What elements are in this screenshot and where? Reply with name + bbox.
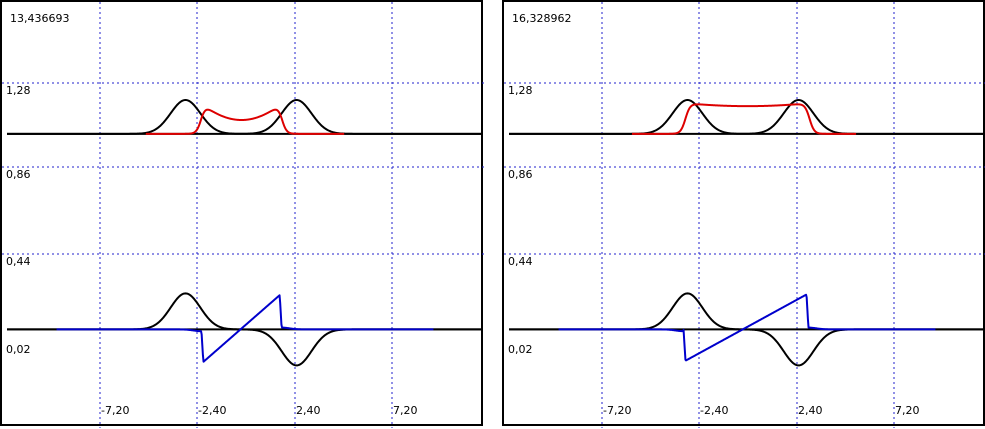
- chart-plot-left: 1,28 0,86 0,44 0,02 -7,20 -2,40 2,40 7,20: [2, 2, 485, 428]
- series-line-black-peaks: [6, 99, 484, 135]
- y-tick-label: 0,02: [508, 343, 533, 356]
- chart-panel-left: 13,436693 1,28 0,86 0,44 0,02 -7,20 -2,40 2,40…: [0, 0, 485, 428]
- series-line-blue-sawtooth: [558, 293, 936, 362]
- x-tick-label: -2,40: [198, 404, 226, 417]
- x-tick-label: 2,40: [296, 404, 321, 417]
- y-tick-label: 0,86: [6, 168, 31, 181]
- chart-panel-right: 16,328962 1,28 0,86 0,44 0,02 -7,20 -2,40 2,40…: [502, 0, 985, 428]
- chart-plot-right: 1,28 0,86 0,44 0,02 -7,20 -2,40 2,40 7,20: [504, 2, 985, 428]
- value-readout: 13,436693: [10, 12, 70, 25]
- value-readout: 16,328962: [512, 12, 572, 25]
- x-tick-label: -7,20: [101, 404, 129, 417]
- y-tick-label: 0,44: [6, 255, 31, 268]
- y-tick-label: 0,44: [508, 255, 533, 268]
- series-line-red-well: [145, 108, 345, 135]
- series-line-red-well: [631, 103, 857, 135]
- x-tick-label: -2,40: [700, 404, 728, 417]
- y-tick-label: 0,02: [6, 343, 31, 356]
- x-tick-label: 7,20: [895, 404, 920, 417]
- x-tick-label: -7,20: [603, 404, 631, 417]
- x-tick-label: 2,40: [798, 404, 823, 417]
- y-tick-label: 0,86: [508, 168, 533, 181]
- series-line-black-peaks: [508, 99, 985, 135]
- x-tick-label: 7,20: [393, 404, 418, 417]
- series-line-blue-sawtooth: [56, 294, 434, 363]
- y-tick-label: 1,28: [6, 84, 31, 97]
- y-tick-label: 1,28: [508, 84, 533, 97]
